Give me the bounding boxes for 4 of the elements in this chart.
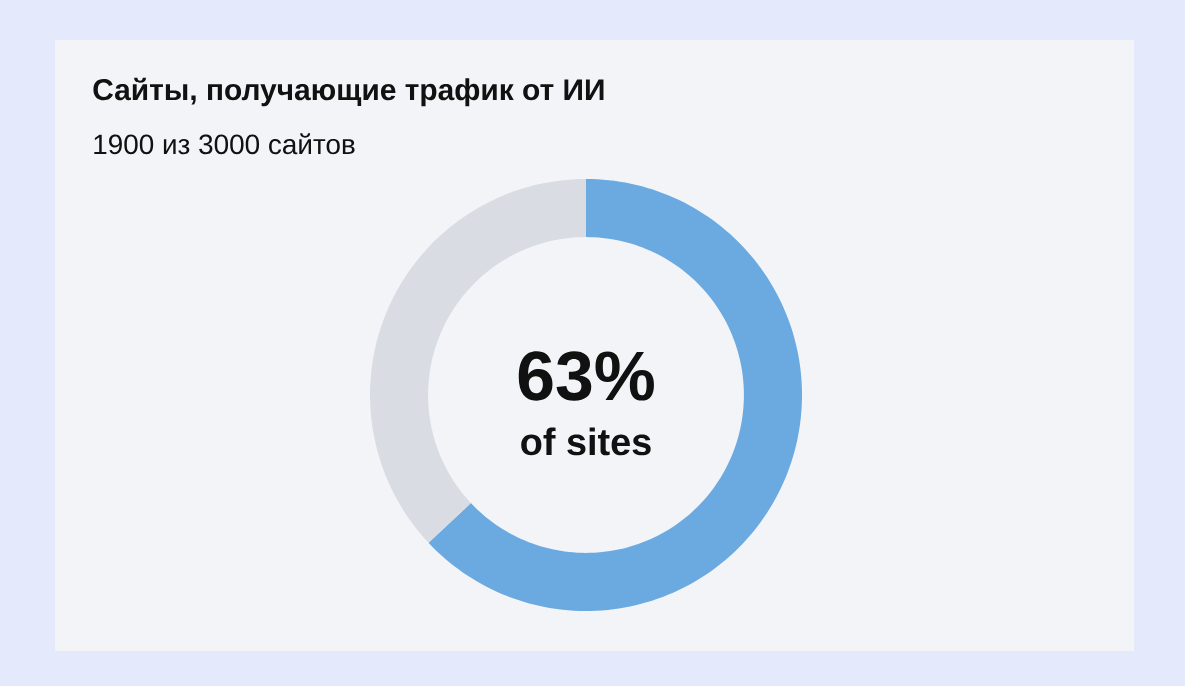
chart-title: Сайты, получающие трафик от ИИ: [93, 77, 604, 107]
data-label: 63%: [518, 351, 654, 401]
chart-subtitle: 1900 из 3000 сайтов: [94, 133, 355, 155]
text: of sites: [521, 427, 651, 456]
